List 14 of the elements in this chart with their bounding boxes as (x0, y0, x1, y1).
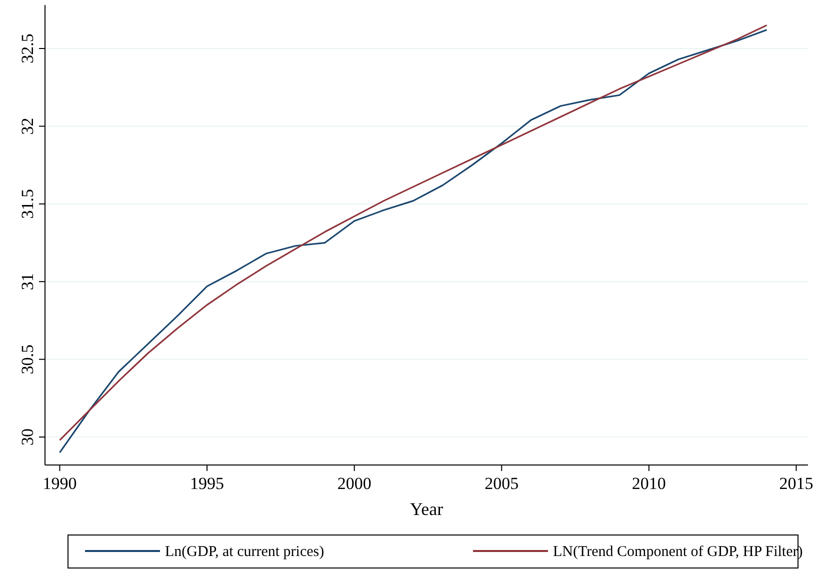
y-tick-label: 30 (18, 428, 37, 446)
x-tick-label: 2010 (632, 474, 666, 493)
x-tick-label: 2015 (779, 474, 814, 493)
y-tick-label: 30.5 (18, 344, 37, 374)
y-tick-label: 32 (18, 118, 37, 135)
legend-label: Ln(GDP, at current prices) (165, 544, 324, 560)
x-tick-label: 2000 (337, 474, 372, 493)
y-tick-label: 31.5 (18, 189, 37, 219)
x-tick-label: 1995 (190, 474, 224, 493)
x-tick-label: 1990 (42, 474, 77, 493)
x-axis-title: Year (410, 499, 444, 519)
y-tick-label: 31 (18, 273, 37, 290)
x-tick-label: 2005 (484, 474, 519, 493)
y-tick-label: 32.5 (18, 34, 37, 64)
